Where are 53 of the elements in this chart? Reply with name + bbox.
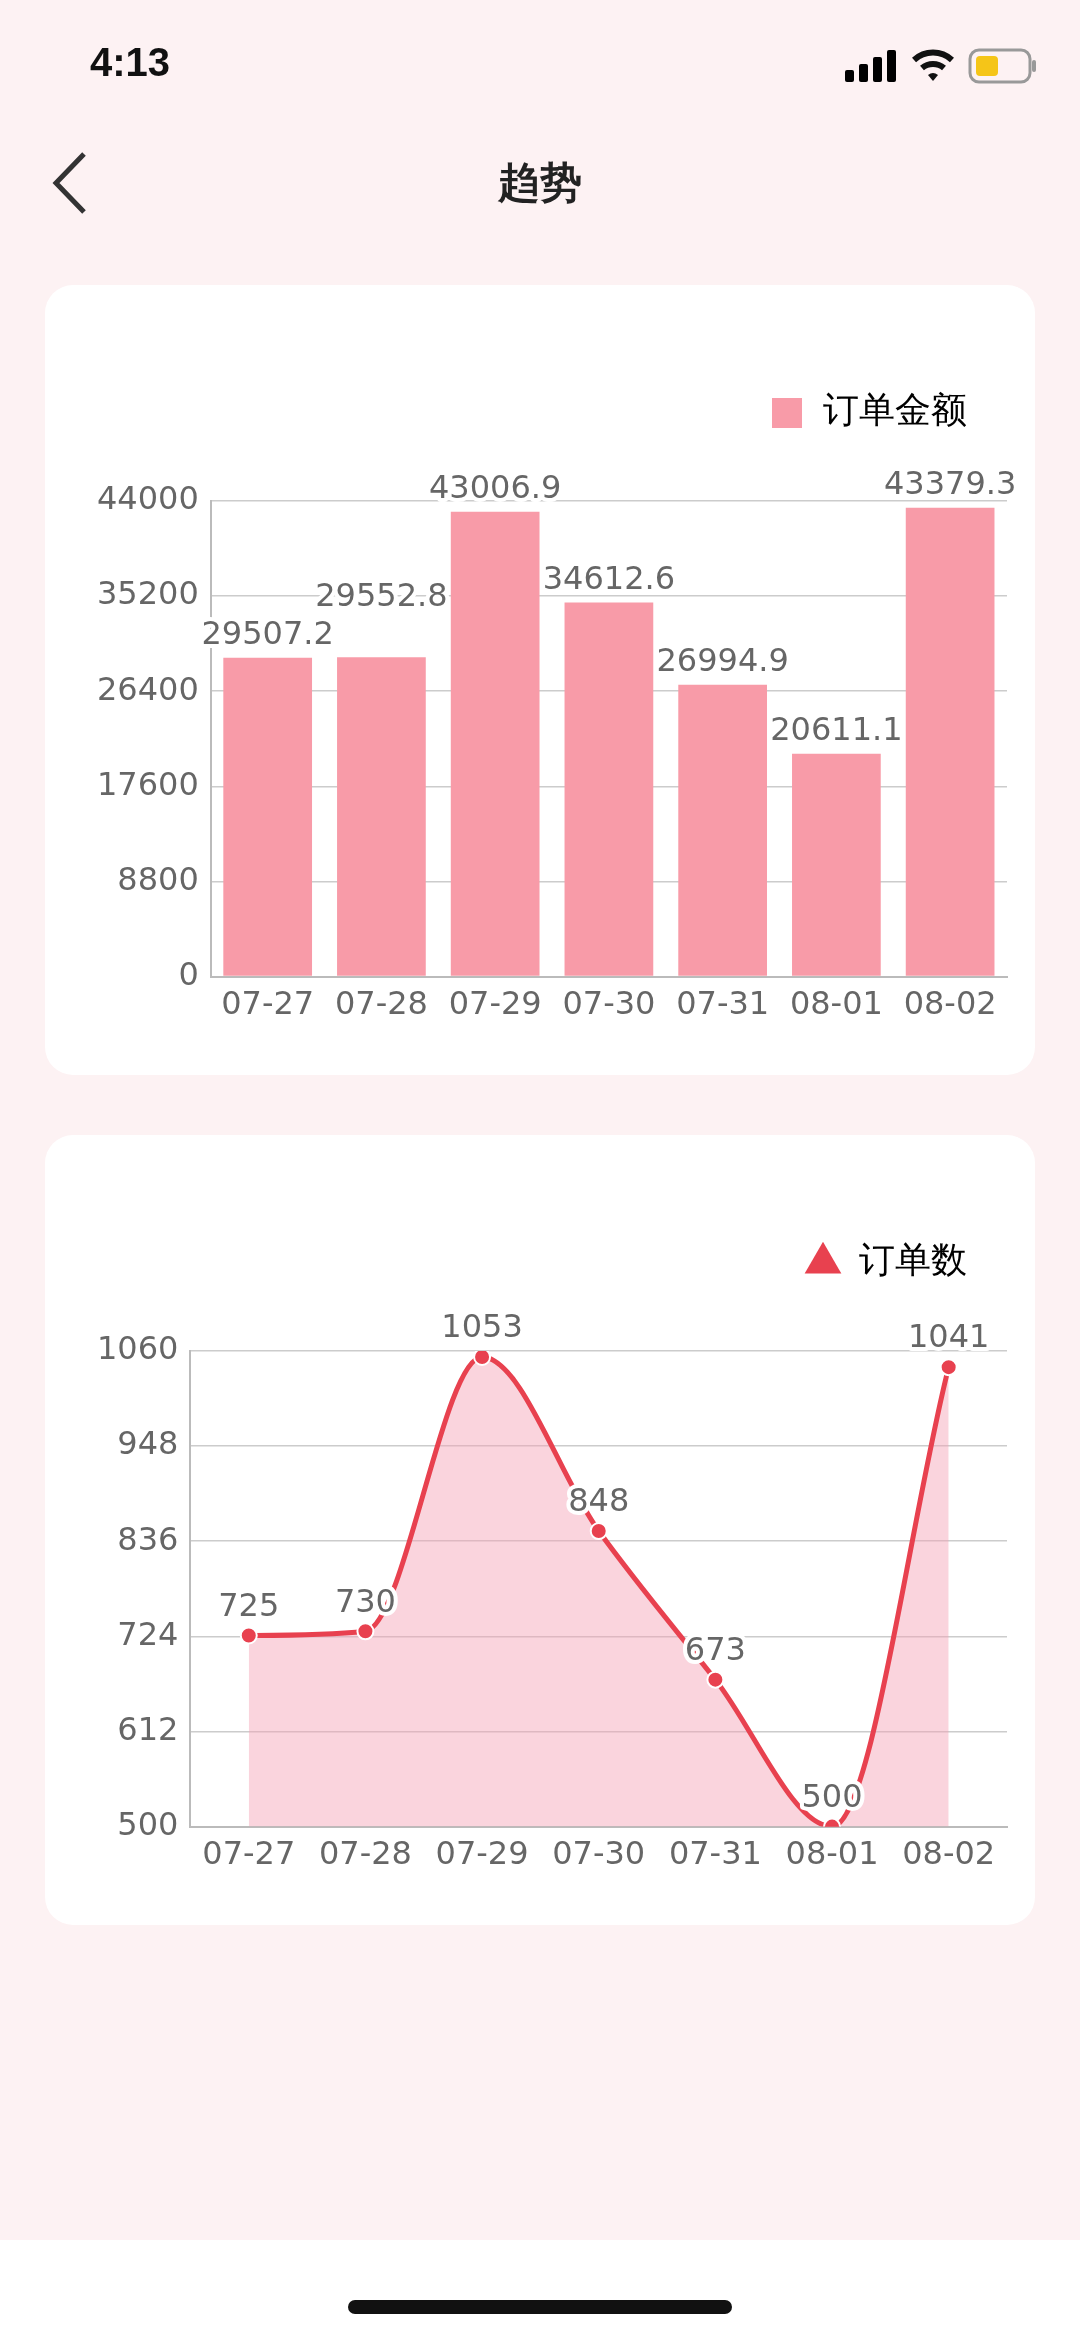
bar [905,507,995,976]
bar [678,684,767,976]
y-tick-label: 500 [117,1804,179,1843]
x-tick-label: 07-29 [435,1834,529,1873]
data-label: 29507.2 [201,613,334,652]
legend-label: 订单数 [859,1239,967,1281]
x-tick-label: 07-28 [334,984,428,1023]
point [356,1622,375,1641]
x-tick-label: 07-31 [668,1834,762,1873]
point [473,1351,492,1366]
x-tick-label: 07-27 [221,984,315,1023]
x-tick-label: 08-02 [902,1834,996,1873]
y-tick-label: 836 [117,1519,179,1558]
data-label: 1041 [907,1317,990,1356]
data-label: 20611.1 [770,710,903,749]
data-label: 26994.9 [656,641,789,680]
x-tick-label: 07-31 [676,984,770,1023]
x-tick-label: 07-30 [552,1834,646,1873]
y-tick-label: 948 [117,1424,179,1463]
bar [337,657,426,976]
y-tick-label: 26400 [97,669,199,708]
x-tick-label: 08-02 [903,984,997,1023]
x-tick-label: 08-01 [789,984,883,1023]
point [589,1522,608,1541]
x-tick-label: 07-29 [448,984,542,1023]
data-label: 34612.6 [542,558,676,597]
point [706,1670,725,1689]
data-label: 43379.3 [883,464,1017,503]
y-tick-label: 8800 [117,859,199,898]
chart-title: 趋势 [497,157,583,209]
x-tick-label: 07-28 [318,1834,412,1873]
data-label: 43006.9 [428,468,562,507]
bar [450,511,540,976]
point [939,1358,958,1377]
bar [223,657,313,976]
x-tick-label: 08-01 [785,1834,879,1873]
y-tick-label: 612 [117,1709,179,1748]
data-label: 29552.8 [315,575,448,614]
text: 4:13 [90,40,171,85]
bar [792,753,881,976]
y-tick-label: 35200 [97,574,199,613]
legend-label: 订单金额 [823,389,967,431]
y-tick-label: 0 [178,954,199,993]
y-tick-label: 724 [117,1614,179,1653]
y-tick-label: 1060 [97,1329,179,1368]
point [239,1626,258,1645]
data-label: 725 [218,1585,280,1624]
x-tick-label: 07-30 [562,984,656,1023]
data-label: 1053 [441,1307,523,1346]
bar [564,602,654,976]
x-tick-label: 07-27 [202,1834,296,1873]
y-tick-label: 44000 [97,479,199,518]
y-tick-label: 17600 [97,764,199,803]
